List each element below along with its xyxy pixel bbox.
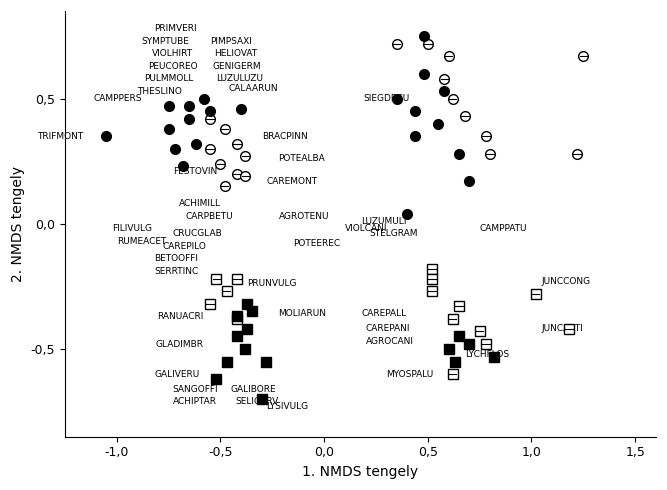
Text: STELGRAM: STELGRAM (370, 229, 418, 238)
Text: JUNCCONG: JUNCCONG (542, 277, 591, 286)
Text: PRUNVULG: PRUNVULG (247, 279, 297, 289)
Text: VIOLCANI: VIOLCANI (345, 224, 388, 233)
Text: PIMPSAXI: PIMPSAXI (210, 37, 252, 46)
Text: CRUCGLAB: CRUCGLAB (173, 229, 223, 238)
Text: HELIOVAT: HELIOVAT (214, 49, 257, 58)
Text: GLADIMBR: GLADIMBR (156, 340, 204, 348)
X-axis label: 1. NMDS tengely: 1. NMDS tengely (302, 465, 418, 479)
Text: CAREPILO: CAREPILO (162, 242, 206, 251)
Text: BETOOFFI: BETOOFFI (154, 254, 198, 264)
Text: LUZULUZU: LUZULUZU (216, 74, 263, 83)
Text: FESTOVIN: FESTOVIN (173, 167, 217, 176)
Text: VIOLHIRT: VIOLHIRT (152, 49, 193, 58)
Text: FILIVULG: FILIVULG (113, 224, 153, 233)
Text: SERRTINC: SERRTINC (154, 267, 198, 276)
Text: PRIMVERI: PRIMVERI (154, 24, 197, 33)
Text: POTEALBA: POTEALBA (279, 154, 325, 163)
Text: LYCHFLOS: LYCHFLOS (465, 349, 509, 359)
Text: AGROTENU: AGROTENU (279, 212, 329, 221)
Text: SIEGDECU: SIEGDECU (364, 94, 410, 103)
Text: POTEEREC: POTEEREC (293, 240, 340, 248)
Text: SYMPTUBE: SYMPTUBE (141, 37, 189, 46)
Text: TRIFMONT: TRIFMONT (37, 132, 83, 141)
Text: JUNCARTI: JUNCARTI (542, 324, 584, 334)
Text: GENIGERM: GENIGERM (212, 62, 261, 71)
Text: MYOSPALU: MYOSPALU (386, 369, 434, 379)
Text: SANGOFFI: SANGOFFI (173, 385, 218, 393)
Text: CAREPALL: CAREPALL (362, 310, 407, 318)
Text: CAREPANI: CAREPANI (366, 324, 410, 334)
Text: RUMEACET: RUMEACET (117, 237, 166, 246)
Text: LUZUMULT: LUZUMULT (362, 217, 408, 226)
Text: CAMPPERS: CAMPPERS (93, 94, 141, 103)
Text: CARPBETU: CARPBETU (185, 212, 233, 221)
Text: ACHIMILL: ACHIMILL (179, 199, 221, 208)
Text: CALAARUN: CALAARUN (229, 84, 278, 93)
Text: PEUCOREO: PEUCOREO (148, 62, 197, 71)
Text: CAREMONT: CAREMONT (266, 177, 317, 186)
Text: THESLINO: THESLINO (137, 87, 182, 96)
Y-axis label: 2. NMDS tengely: 2. NMDS tengely (11, 166, 25, 282)
Text: MOLIARUN: MOLIARUN (279, 310, 326, 318)
Text: CAMPPATU: CAMPPATU (480, 224, 527, 233)
Text: BRACPINN: BRACPINN (262, 132, 307, 141)
Text: SELICARV: SELICARV (235, 397, 278, 406)
Text: AGROCANI: AGROCANI (366, 337, 414, 346)
Text: LYSIVULG: LYSIVULG (266, 402, 308, 411)
Text: RANUACRI: RANUACRI (157, 312, 204, 321)
Text: PULMMOLL: PULMMOLL (143, 74, 193, 83)
Text: ACHIPTAR: ACHIPTAR (173, 397, 217, 406)
Text: GALIVERU: GALIVERU (155, 369, 199, 379)
Text: GALIBORE: GALIBORE (231, 385, 276, 393)
